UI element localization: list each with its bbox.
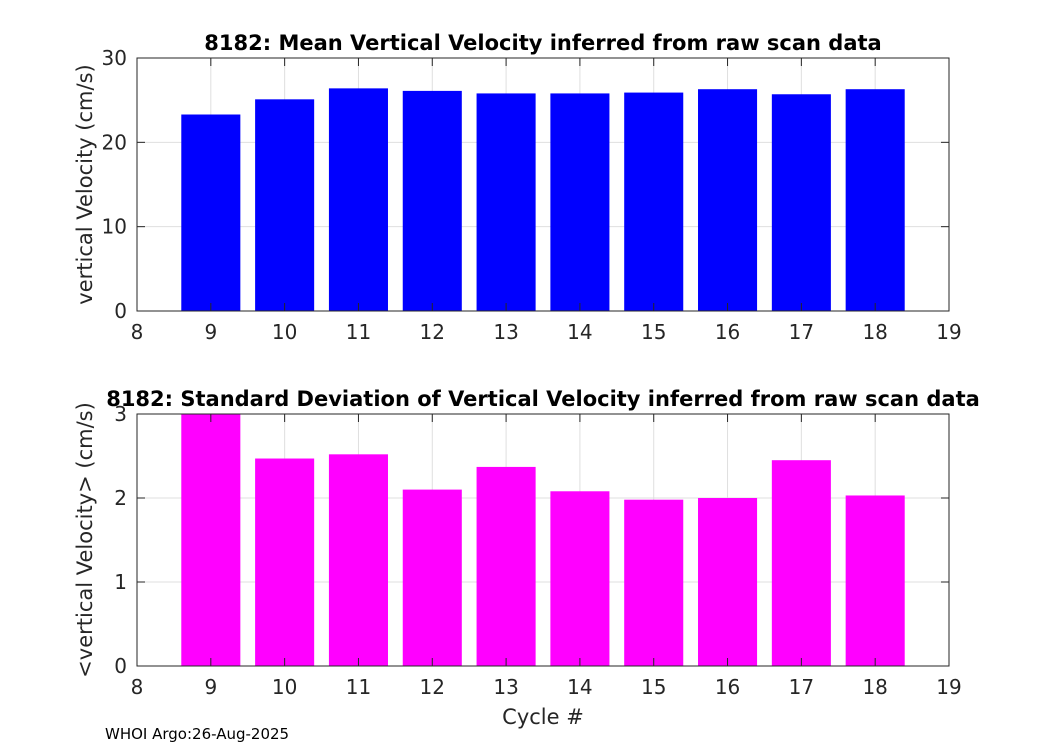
x-tick-label: 14: [567, 320, 592, 344]
bar: [402, 90, 462, 311]
bar: [476, 466, 536, 666]
bar: [845, 89, 905, 311]
x-tick-label: 8: [131, 320, 144, 344]
x-tick-label: 10: [272, 320, 297, 344]
y-tick-label: 20: [102, 130, 127, 154]
x-tick-label: 18: [862, 675, 887, 699]
x-tick-label: 19: [936, 675, 961, 699]
bar: [698, 498, 758, 666]
bar: [402, 489, 462, 666]
axes-box: [136, 57, 950, 312]
bar: [845, 495, 905, 666]
x-tick-label: 13: [493, 320, 518, 344]
bar: [181, 414, 241, 666]
x-tick-label: 8: [131, 675, 144, 699]
axes-box: [136, 413, 950, 667]
y-tick-label: 1: [114, 570, 127, 594]
x-tick-label: 12: [420, 675, 445, 699]
bar: [550, 93, 610, 311]
y-tick-label: 10: [102, 215, 127, 239]
bar: [181, 114, 241, 312]
x-tick-label: 12: [420, 320, 445, 344]
x-tick-label: 17: [789, 675, 814, 699]
x-tick-label: 11: [346, 675, 371, 699]
x-tick-label: 17: [789, 320, 814, 344]
chart-title: 8182: Standard Deviation of Vertical Vel…: [106, 387, 980, 411]
y-tick-label: 0: [114, 299, 127, 323]
bar: [328, 454, 388, 666]
footer-note: WHOI Argo:26-Aug-2025: [105, 725, 290, 743]
chart-title: 8182: Mean Vertical Velocity inferred fr…: [204, 31, 881, 55]
x-tick-label: 19: [936, 320, 961, 344]
x-tick-label: 15: [641, 320, 666, 344]
bar: [771, 460, 831, 666]
y-tick-label: 30: [102, 46, 127, 70]
y-tick-label: 2: [114, 486, 127, 510]
x-tick-label: 11: [346, 320, 371, 344]
bar: [255, 99, 315, 311]
y-tick-label: 3: [114, 402, 127, 426]
bar: [476, 93, 536, 311]
x-tick-label: 15: [641, 675, 666, 699]
x-tick-label: 16: [715, 320, 740, 344]
y-axis-label: <vertical Velocity> (cm/s): [73, 402, 97, 678]
y-axis-label: vertical Velocity (cm/s): [73, 64, 97, 304]
bar: [624, 92, 684, 312]
bar: [255, 458, 315, 666]
bar: [550, 491, 610, 666]
x-tick-label: 9: [204, 675, 217, 699]
x-tick-label: 16: [715, 675, 740, 699]
bar: [328, 88, 388, 311]
bar: [771, 94, 831, 311]
bar: [624, 499, 684, 666]
y-tick-label: 0: [114, 654, 127, 678]
x-tick-label: 13: [493, 675, 518, 699]
chart-mean-vertical-velocity: 8 9 10 11 12 13 14 15 16 17 18 19 0 10 20 30 8182: Mean …: [73, 31, 962, 344]
x-tick-label: 10: [272, 675, 297, 699]
x-tick-label: 18: [862, 320, 887, 344]
x-axis-label: Cycle #: [502, 705, 584, 729]
bar: [698, 89, 758, 311]
x-tick-label: 14: [567, 675, 592, 699]
x-tick-label: 9: [204, 320, 217, 344]
